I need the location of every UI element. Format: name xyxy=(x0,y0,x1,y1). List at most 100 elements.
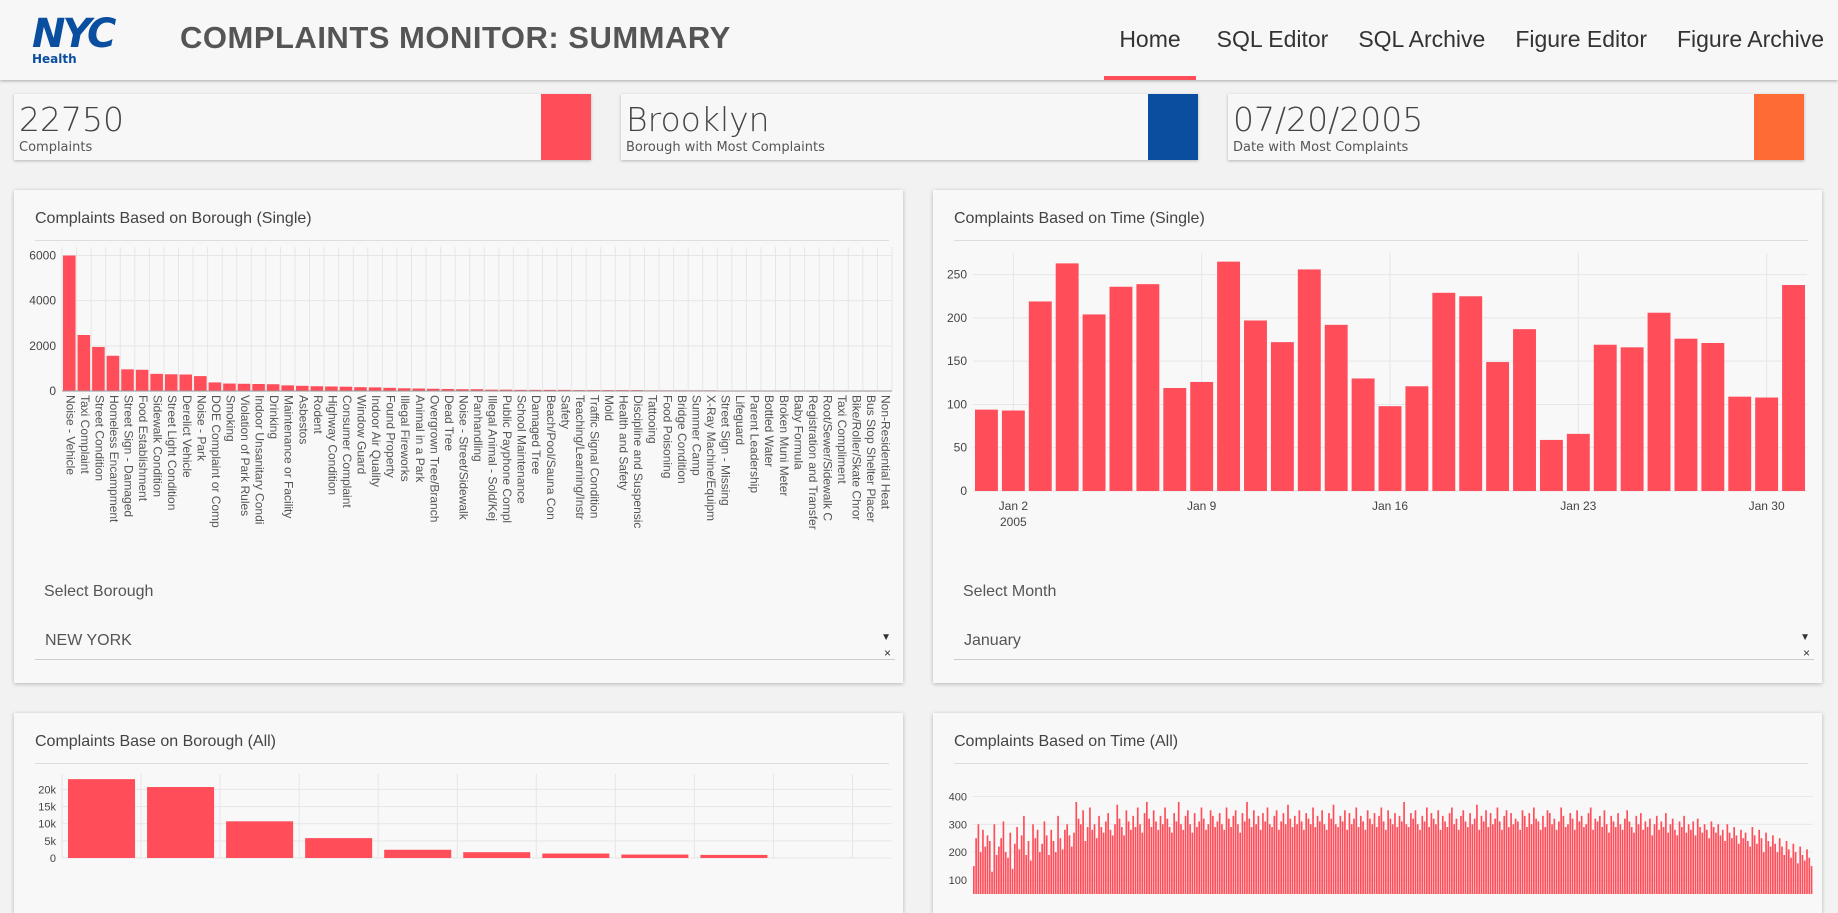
bar xyxy=(1130,829,1132,894)
x-tick-label: Taxi Complaint xyxy=(78,395,92,474)
bar xyxy=(1639,813,1642,894)
tab-home[interactable]: Home xyxy=(1104,0,1197,80)
x-tick-label: Jan 16 xyxy=(1372,499,1408,513)
tab-figure-editor[interactable]: Figure Editor xyxy=(1515,26,1647,52)
bar xyxy=(1674,829,1676,894)
bar xyxy=(1446,827,1449,894)
bar xyxy=(1136,807,1139,894)
top-navbar: NYC Health COMPLAINTS MONITOR: SUMMARY H… xyxy=(0,0,1838,80)
bar xyxy=(1510,813,1512,894)
bar xyxy=(305,838,373,858)
bar xyxy=(1466,827,1469,894)
bar xyxy=(1539,829,1542,894)
bar xyxy=(1039,852,1041,894)
bar xyxy=(1703,824,1706,894)
bar xyxy=(1184,815,1187,894)
x-tick-label: Overgrown Tree/Branch xyxy=(427,395,441,522)
bar xyxy=(1100,827,1103,894)
bar xyxy=(1412,818,1415,894)
nyc-health-logo[interactable]: NYC Health xyxy=(32,14,138,66)
bar xyxy=(1171,832,1173,894)
bar xyxy=(1332,804,1335,894)
bar xyxy=(1480,815,1483,894)
bar xyxy=(1330,818,1333,894)
x-tick-label: Rodent xyxy=(311,395,325,434)
bar xyxy=(1517,821,1519,894)
month-select[interactable]: January ▼ × xyxy=(954,622,1814,660)
divider xyxy=(954,763,1808,764)
bar xyxy=(1628,821,1631,894)
bar xyxy=(1426,807,1428,894)
x-tick-label: Non-Residential Heat xyxy=(879,395,893,510)
x-tick-label: Street Sign - Missing xyxy=(719,395,733,506)
y-tick-label: 400 xyxy=(949,791,967,803)
bar xyxy=(1772,835,1774,894)
time-single-chart: 0 50 100 150 200 250 Jan 2 2005 Jan 9 Jan 16 Jan 2… xyxy=(947,253,1807,529)
bar xyxy=(1560,807,1562,894)
bar xyxy=(1501,829,1503,894)
bar xyxy=(1765,832,1767,894)
chevron-down-icon[interactable]: ▼ xyxy=(881,632,891,643)
main-nav: Home SQL Editor SQL Archive Figure Edito… xyxy=(1104,0,1838,80)
bar xyxy=(281,385,294,391)
bar xyxy=(1073,832,1075,894)
bar xyxy=(1441,815,1444,894)
bar xyxy=(1346,829,1349,894)
bar xyxy=(984,846,987,894)
bar xyxy=(1273,815,1276,894)
bar xyxy=(1619,824,1622,894)
bar xyxy=(1444,821,1446,894)
bar xyxy=(1353,818,1355,894)
bar xyxy=(1660,821,1663,894)
bar xyxy=(1715,832,1717,894)
bar xyxy=(1291,827,1294,894)
x-tick-label: Panhandling xyxy=(471,395,485,462)
borough-select[interactable]: NEW YORK ▼ × xyxy=(35,622,895,660)
bar xyxy=(1806,849,1808,894)
x-tick-label: Teaching/Learning/Instr xyxy=(573,395,587,520)
x-tick-label: Mold xyxy=(602,395,616,421)
chevron-down-icon[interactable]: ▼ xyxy=(1800,632,1810,643)
divider xyxy=(954,240,1808,241)
bar xyxy=(1398,815,1401,894)
bar xyxy=(1052,841,1055,894)
bar xyxy=(1082,314,1106,491)
bar xyxy=(194,376,207,391)
x-tick-label: Food Poisoning xyxy=(660,395,674,478)
x-tick-label: Bottled Water xyxy=(762,395,776,467)
bar xyxy=(1676,835,1679,894)
bar xyxy=(1740,829,1742,894)
bar xyxy=(1250,827,1253,894)
bar xyxy=(1453,824,1456,894)
bar xyxy=(1337,827,1339,894)
bar xyxy=(1180,824,1182,894)
bar xyxy=(1473,818,1476,894)
bar xyxy=(1683,815,1685,894)
bar xyxy=(135,369,149,391)
bar xyxy=(1027,841,1030,894)
x-tick-label: School Maintenance xyxy=(515,395,529,504)
bar xyxy=(1036,829,1039,894)
tab-sql-editor[interactable]: SQL Editor xyxy=(1216,26,1329,52)
x-tick-label: Dead Tree xyxy=(442,395,456,451)
bar xyxy=(1457,829,1460,894)
bar xyxy=(1248,818,1251,894)
bar xyxy=(1077,818,1080,894)
bar xyxy=(1539,439,1563,491)
bar xyxy=(1025,854,1028,894)
tab-figure-archive[interactable]: Figure Archive xyxy=(1676,26,1824,52)
bar xyxy=(1196,827,1198,894)
clear-icon[interactable]: × xyxy=(1802,646,1810,660)
bar xyxy=(1423,821,1426,894)
bar xyxy=(1028,301,1052,491)
bar xyxy=(1706,829,1708,894)
clear-icon[interactable]: × xyxy=(883,646,891,660)
bar xyxy=(1163,388,1187,491)
tab-sql-archive[interactable]: SQL Archive xyxy=(1358,26,1486,52)
bar xyxy=(1428,827,1430,894)
kpi-label: Complaints xyxy=(19,140,93,155)
x-tick-label: Jan 30 xyxy=(1749,499,1785,513)
bar xyxy=(1217,261,1241,491)
bar xyxy=(68,779,136,858)
bar xyxy=(354,387,367,391)
